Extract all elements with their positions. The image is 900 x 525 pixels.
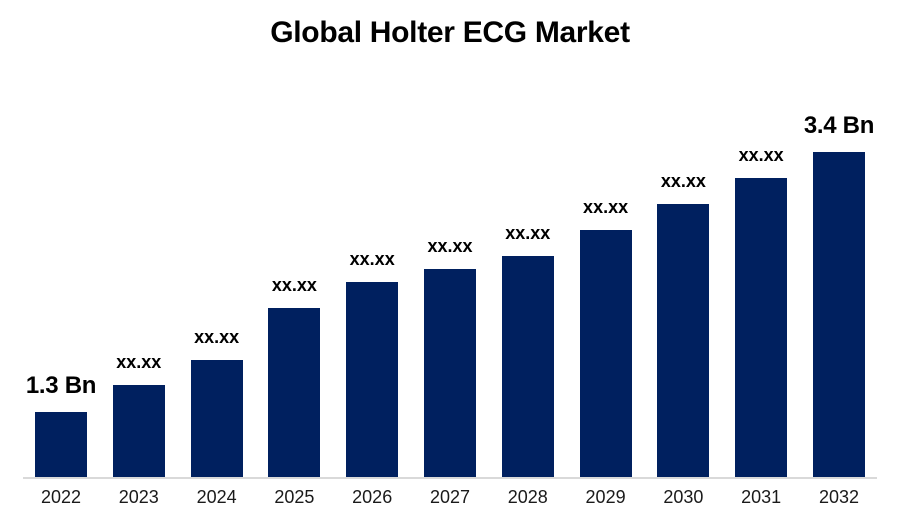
- bar-masked-label: xx.xx: [349, 249, 395, 269]
- bar-masked-label: xx.xx: [505, 223, 551, 243]
- x-axis-tick: 2029: [585, 487, 626, 507]
- bar-masked-label: xx.xx: [738, 145, 784, 165]
- bar: [735, 178, 788, 477]
- bar: [112, 385, 165, 477]
- x-axis-tick: 2024: [196, 487, 237, 507]
- bar-group: xx.xx: [190, 0, 243, 477]
- bar-group: xx.xx: [657, 0, 710, 477]
- bar-group: 1.3 Bn: [26, 0, 96, 477]
- bar-group: xx.xx: [579, 0, 632, 477]
- bar: [657, 204, 710, 477]
- bar-group: xx.xx: [423, 0, 476, 477]
- x-axis-tick: 2023: [118, 487, 159, 507]
- bar: [579, 230, 632, 477]
- x-axis-tick: 2028: [507, 487, 548, 507]
- bar-masked-label: xx.xx: [427, 236, 473, 256]
- x-axis-tick: 2025: [274, 487, 315, 507]
- bar: [35, 412, 87, 477]
- bar-value-label: 3.4 Bn: [803, 112, 875, 139]
- x-axis-line: [23, 477, 877, 479]
- bar-value-label: 1.3 Bn: [25, 372, 97, 399]
- bars-area: 1.3 Bn xx.xx xx.xx xx.xx xx.xx xx.xx xx.xx xx.x…: [26, 0, 874, 477]
- bar-masked-label: xx.xx: [660, 171, 706, 191]
- bar: [268, 308, 321, 477]
- bar: [812, 152, 865, 477]
- x-axis-tick: 2026: [352, 487, 393, 507]
- x-axis-tick: 2031: [741, 487, 782, 507]
- bar-group: xx.xx: [735, 0, 788, 477]
- chart-title: Global Holter ECG Market: [270, 16, 630, 49]
- bar: [346, 282, 399, 477]
- bar-masked-label: xx.xx: [271, 275, 317, 295]
- bar-group: xx.xx: [346, 0, 399, 477]
- x-axis-tick-labels: 2022 2023 2024 2025 2026 2027 2028 2029 2030 2031…: [35, 487, 865, 508]
- x-axis-tick: 2027: [429, 487, 470, 507]
- bar: [423, 269, 476, 477]
- bar: [501, 256, 554, 477]
- bar-group: 3.4 Bn: [804, 0, 874, 477]
- x-axis-tick: 2022: [40, 487, 82, 507]
- bar: [190, 360, 243, 477]
- x-axis-tick: 2032: [818, 487, 859, 507]
- bar-group: xx.xx: [268, 0, 321, 477]
- bar-masked-label: xx.xx: [194, 327, 240, 347]
- x-axis-tick: 2030: [663, 487, 704, 507]
- bar-masked-label: xx.xx: [583, 197, 629, 217]
- bar-masked-label: xx.xx: [116, 352, 162, 372]
- bar-group: xx.xx: [112, 0, 165, 477]
- bar-group: xx.xx: [501, 0, 554, 477]
